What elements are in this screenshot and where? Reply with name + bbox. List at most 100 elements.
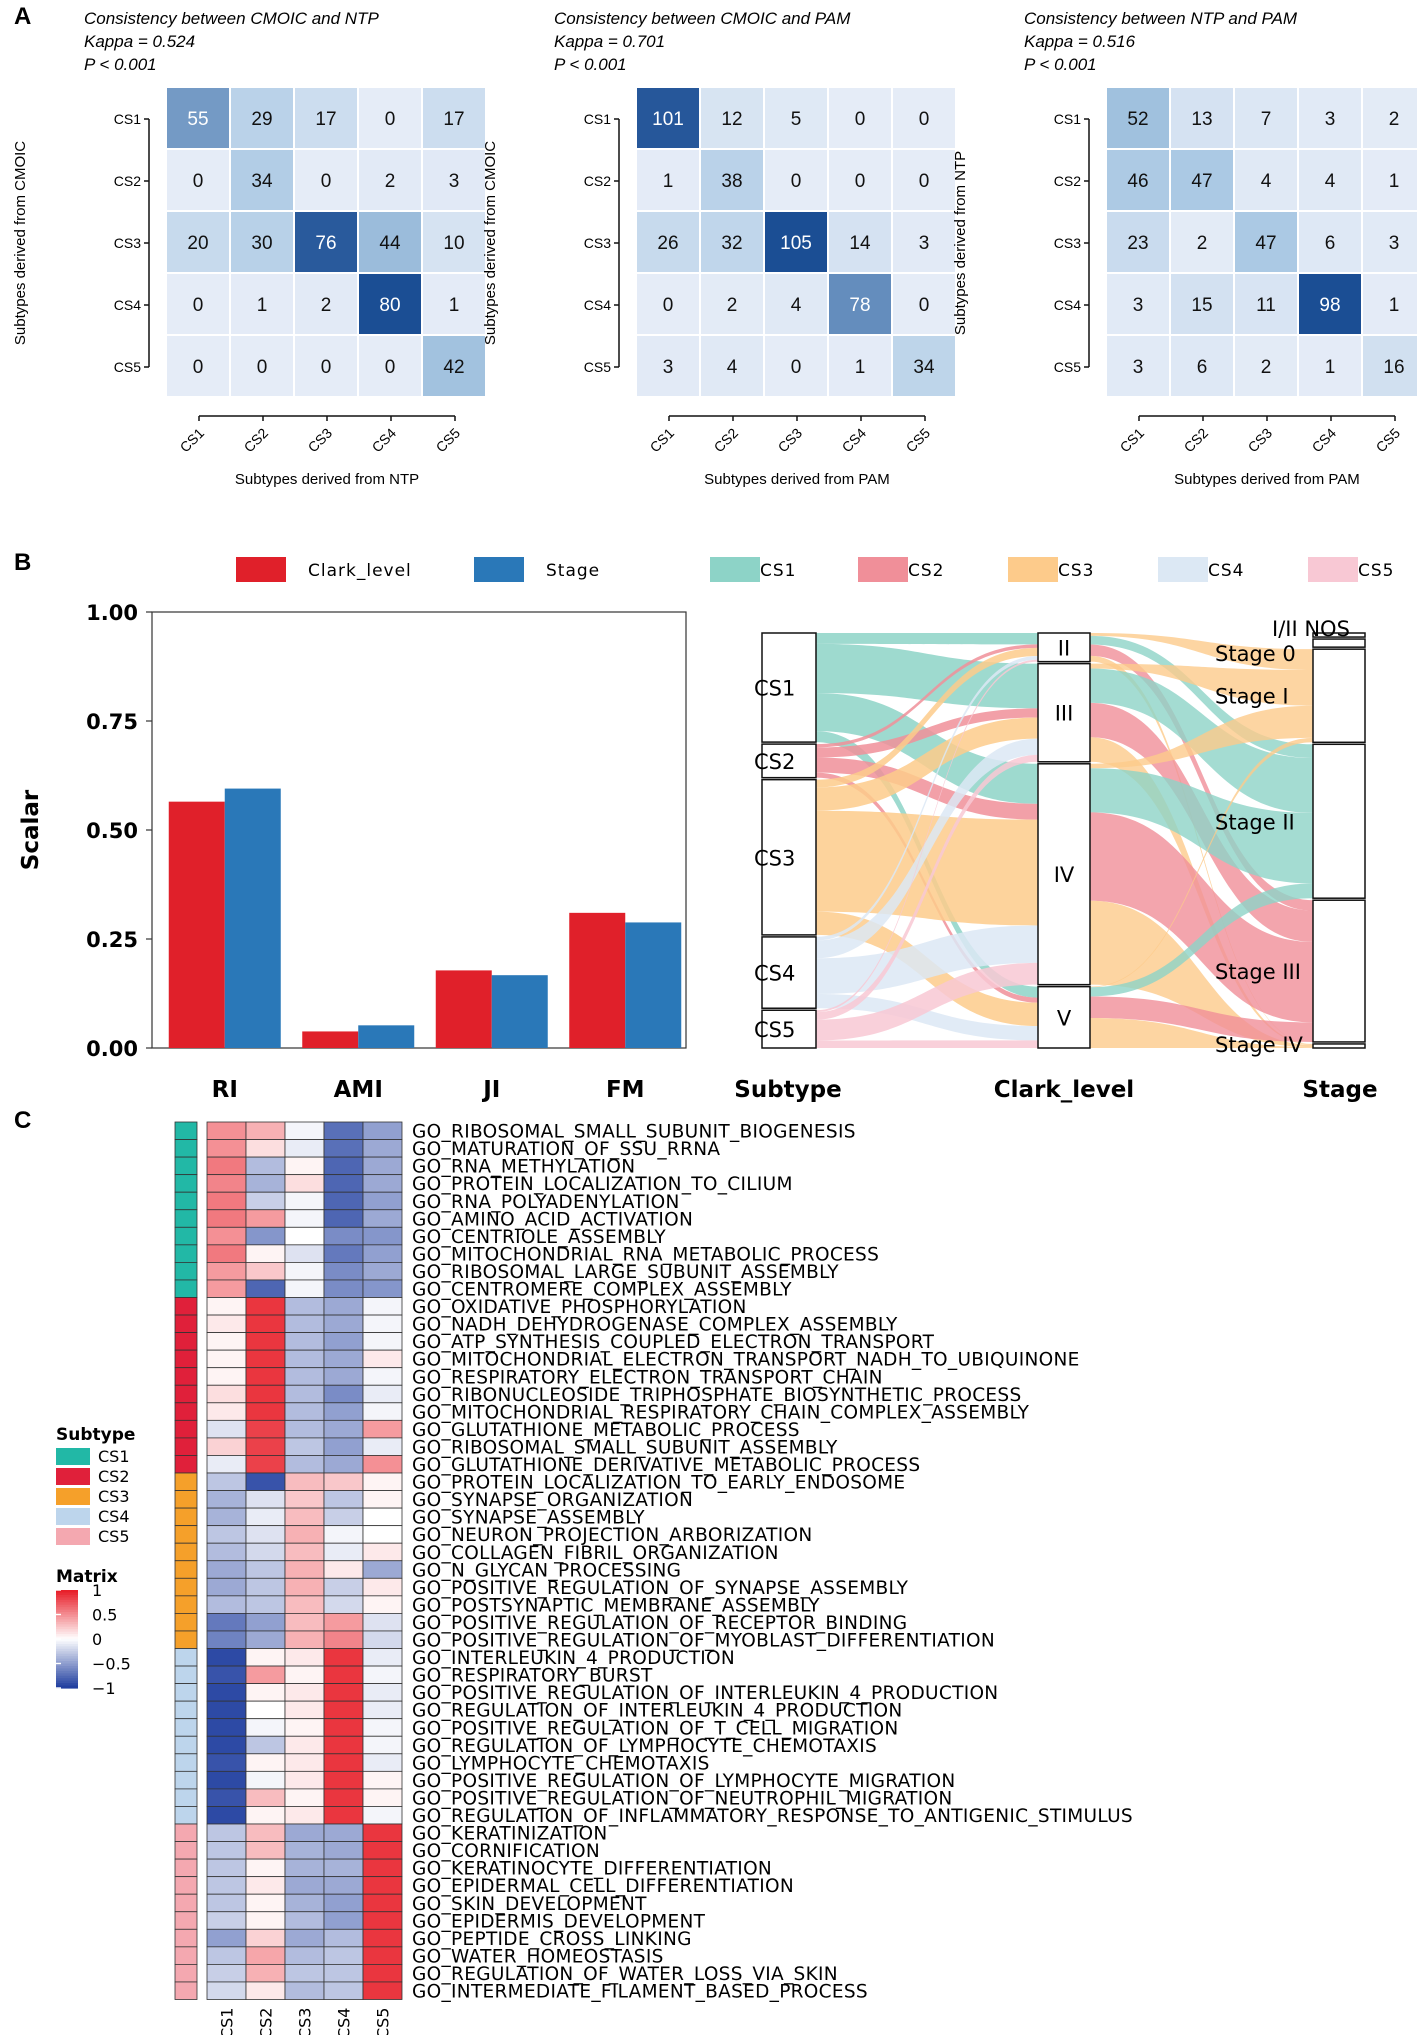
heatmap-cell bbox=[1107, 274, 1169, 334]
heatmap-cell bbox=[323, 1419, 364, 1439]
alluvial-node-label: II bbox=[1058, 636, 1070, 660]
cell-value: 105 bbox=[780, 233, 812, 254]
heatmap-cell bbox=[167, 336, 229, 396]
subtype-annotation-cell bbox=[174, 1262, 198, 1281]
heatmap-cell bbox=[284, 1630, 325, 1649]
matrix-legend-gradient-step bbox=[56, 1590, 78, 1594]
heatmap-cell bbox=[323, 1314, 364, 1334]
x-category-label: RI bbox=[212, 1077, 238, 1103]
subtype-annotation-cell bbox=[174, 1455, 198, 1474]
matrix-legend-tick-label: 0.5 bbox=[92, 1606, 117, 1625]
heatmap-cell bbox=[284, 1893, 325, 1913]
subtype-annotation-cell bbox=[174, 1560, 198, 1579]
heatmap-cell bbox=[359, 274, 421, 334]
panel-label-c: C bbox=[14, 1107, 31, 1134]
matrix-legend-gradient-step bbox=[56, 1651, 78, 1655]
heatmap-cell bbox=[362, 1332, 403, 1351]
heatmap-cell bbox=[245, 1490, 286, 1509]
subtype-annotation-cell bbox=[174, 1648, 198, 1667]
subtype-annotation-cell bbox=[174, 1735, 198, 1755]
heatmap-cell bbox=[362, 1613, 403, 1632]
heatmap-cell bbox=[284, 1946, 325, 1965]
matrix-legend-gradient-step bbox=[56, 1602, 78, 1606]
heatmap-cell bbox=[206, 1683, 247, 1702]
alluvial-flow bbox=[816, 643, 1038, 709]
go-term-label: GO_RESPIRATORY_BURST bbox=[412, 1666, 653, 1687]
legend-label: Stage bbox=[546, 561, 600, 581]
heatmap-cell bbox=[206, 1876, 247, 1895]
cell-value: 34 bbox=[913, 357, 935, 378]
heatmap-cell bbox=[765, 212, 827, 272]
heatmap-cell bbox=[167, 88, 229, 148]
heatmap-column-label: CS4 bbox=[335, 2008, 354, 2035]
bar bbox=[569, 912, 626, 1048]
heatmap-cell bbox=[893, 150, 955, 210]
y-tick-label: 0.50 bbox=[86, 819, 138, 843]
heatmap-cell bbox=[245, 1472, 286, 1491]
heatmap-cell bbox=[284, 1841, 325, 1860]
heatmap-cell bbox=[1107, 150, 1169, 210]
heatmap-cell bbox=[206, 1121, 247, 1140]
heatmap-cell bbox=[829, 274, 891, 334]
subtype-annotation-cell bbox=[174, 1367, 198, 1386]
cell-value: 0 bbox=[385, 109, 396, 130]
cell-value: 2 bbox=[1261, 357, 1272, 378]
legend-label: Clark_level bbox=[308, 561, 412, 581]
heatmap-cell bbox=[206, 1156, 247, 1176]
x-tick-label: CS1 bbox=[177, 425, 208, 456]
go-term-label: GO_POSITIVE_REGULATION_OF_SYNAPSE_ASSEMB… bbox=[412, 1578, 909, 1599]
heatmap-cell bbox=[323, 1648, 364, 1667]
heatmap-cell bbox=[323, 1788, 364, 1807]
heatmap-cell bbox=[362, 1858, 403, 1878]
heatmap-cell bbox=[323, 1279, 364, 1298]
heatmap-cell bbox=[423, 150, 485, 210]
heatmap-cell bbox=[284, 1577, 325, 1597]
heatmap-cell bbox=[231, 336, 293, 396]
heatmap-cell bbox=[1107, 336, 1169, 396]
cell-value: 47 bbox=[1191, 171, 1212, 192]
heatmap-cell bbox=[362, 1525, 403, 1544]
subtype-annotation-cell bbox=[174, 1244, 198, 1263]
heatmap-cell bbox=[284, 1472, 325, 1491]
confusion-heatmap-2: Consistency between CMOIC and PAM Kappa =… bbox=[482, 9, 955, 488]
matrix-legend-gradient-step bbox=[56, 1663, 78, 1667]
heatmap-cell bbox=[637, 212, 699, 272]
legend-label: CS5 bbox=[1358, 561, 1394, 581]
confusion-heatmap-1: Consistency between CMOIC and NTP Kappa =… bbox=[12, 9, 485, 488]
heatmap-cell bbox=[284, 1665, 325, 1685]
cell-value: 0 bbox=[193, 357, 204, 378]
subtype-legend-label: CS5 bbox=[98, 1527, 130, 1546]
subtype-annotation-cell bbox=[174, 1121, 198, 1140]
heatmap-cell bbox=[206, 1718, 247, 1737]
go-term-label: GO_SYNAPSE_ORGANIZATION bbox=[412, 1490, 693, 1511]
cell-value: 1 bbox=[1389, 295, 1400, 316]
alluvial-node-label: III bbox=[1055, 702, 1074, 726]
heatmap-cell bbox=[206, 1525, 247, 1544]
subtype-legend-swatch bbox=[56, 1468, 90, 1485]
heatmap-cell bbox=[167, 150, 229, 210]
matrix-legend-gradient-step bbox=[56, 1599, 78, 1603]
heatmap-cell bbox=[323, 1244, 364, 1263]
legend-label: CS4 bbox=[1208, 561, 1244, 581]
subtype-legend-label: CS3 bbox=[98, 1487, 130, 1506]
alluvial-node bbox=[761, 936, 817, 1009]
heatmap-cell bbox=[206, 1788, 247, 1807]
cell-value: 17 bbox=[443, 109, 464, 130]
matrix-legend-gradient-step bbox=[56, 1631, 78, 1635]
heatmap-cell bbox=[245, 1893, 286, 1913]
go-term-label: GO_OXIDATIVE_PHOSPHORYLATION bbox=[412, 1297, 747, 1318]
heatmap-cell bbox=[362, 1191, 403, 1211]
heatmap-cell bbox=[284, 1262, 325, 1281]
alluvial-node-label: Stage I bbox=[1215, 685, 1289, 709]
heatmap-cell bbox=[206, 1384, 247, 1404]
heatmap-cell bbox=[362, 1876, 403, 1895]
heatmap-cell bbox=[206, 1735, 247, 1755]
go-term-label: GO_MATURATION_OF_SSU_RRNA bbox=[412, 1139, 720, 1160]
cell-value: 1 bbox=[257, 295, 268, 316]
go-term-label: GO_KERATINIZATION bbox=[412, 1824, 608, 1845]
go-term-label: GO_PEPTIDE_CROSS_LINKING bbox=[412, 1929, 692, 1950]
alluvial-node-label: Stage II bbox=[1215, 810, 1295, 834]
heatmap-cell bbox=[206, 1262, 247, 1281]
heatmap-cell bbox=[323, 1718, 364, 1737]
subtype-annotation-cell bbox=[174, 1349, 198, 1369]
